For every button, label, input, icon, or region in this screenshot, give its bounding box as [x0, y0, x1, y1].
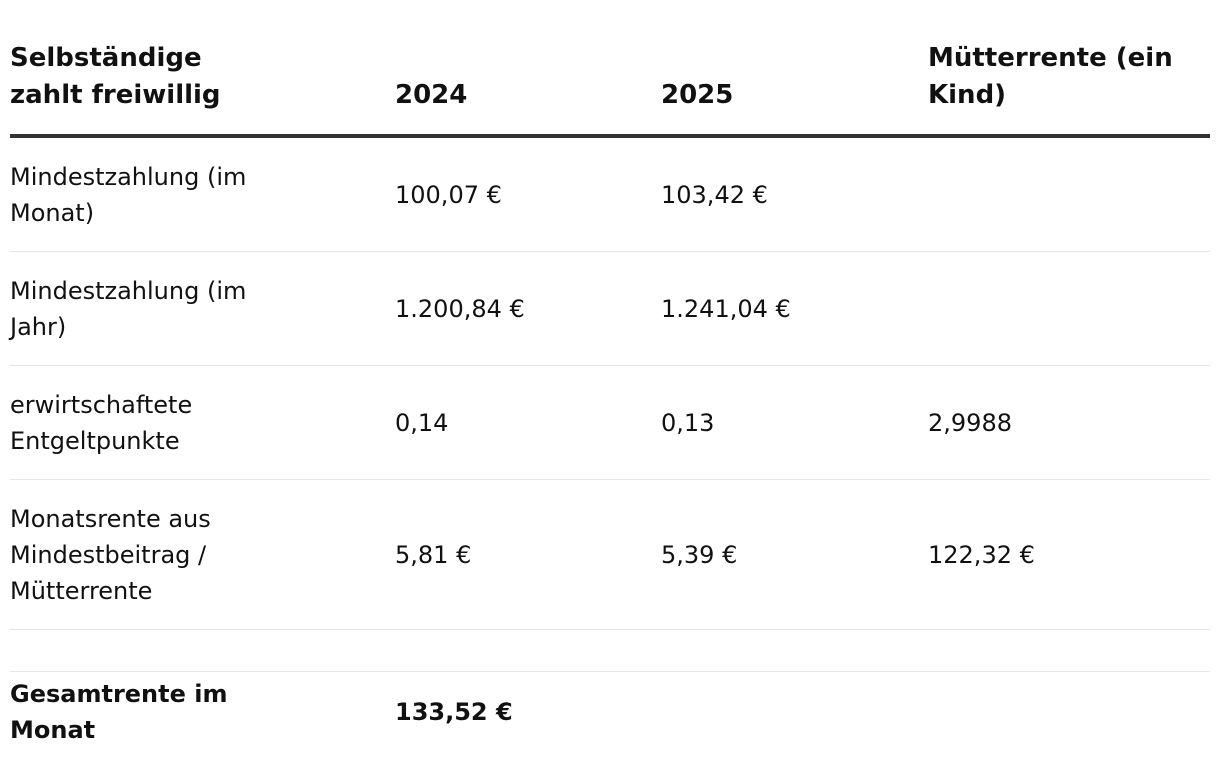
table-cell: 1.200,84 €	[395, 251, 661, 366]
spacer-cell	[928, 629, 1210, 672]
cell-text: 5,39 €	[661, 540, 738, 569]
spacer-cell	[661, 629, 928, 672]
header-cell: 2025	[661, 40, 928, 138]
table-cell	[928, 136, 1210, 252]
table-row: erwirtschaftete Entgeltpunkte 0,14 0,13 2,9…	[10, 365, 1210, 480]
table-cell: 100,07 €	[395, 136, 661, 252]
table-cell: erwirtschaftete Entgeltpunkte	[10, 365, 395, 480]
cell-text: erwirtschaftete Entgeltpunkte	[10, 390, 193, 455]
cell-text: 5,81 €	[395, 540, 472, 569]
cell-text: 0,14	[395, 408, 449, 437]
cell-text: Mütterrente (ein Kind)	[928, 43, 1173, 110]
cell-text: Selbständige zahlt freiwillig	[10, 43, 221, 110]
spacer-cell	[10, 629, 395, 672]
cell-text: 0,13	[661, 408, 715, 437]
pension-table: Selbständige zahlt freiwillig 2024 2025 Müt…	[10, 40, 1210, 752]
cell-text: 122,32 €	[928, 540, 1035, 569]
header-cell: Selbständige zahlt freiwillig	[10, 40, 395, 138]
table-row: Mindestzahlung (im Monat) 100,07 € 103,42 …	[10, 136, 1210, 252]
table-cell: Mindestzahlung (im Jahr)	[10, 251, 395, 366]
cell-text: 2025	[661, 80, 734, 110]
table-cell: 5,39 €	[661, 479, 928, 630]
header-row: Selbständige zahlt freiwillig 2024 2025 Müt…	[10, 40, 1210, 138]
cell-text: 103,42 €	[661, 180, 768, 209]
table-cell: 1.241,04 €	[661, 251, 928, 366]
cell-text: Mindestzahlung (im Jahr)	[10, 276, 247, 341]
table-cell: Monatsrente aus Mindestbeitrag / Mütterr…	[10, 479, 395, 630]
cell-text: 100,07 €	[395, 180, 502, 209]
table-cell: 2,9988	[928, 365, 1210, 480]
total-cell: Gesamtrente im Monat	[10, 672, 395, 753]
header-cell: 2024	[395, 40, 661, 138]
total-cell: 133,52 €	[395, 672, 661, 753]
cell-text: 1.200,84 €	[395, 294, 525, 323]
spacer-cell	[395, 629, 661, 672]
cell-text: Gesamtrente im Monat	[10, 680, 228, 744]
table-cell: 5,81 €	[395, 479, 661, 630]
table-cell: 0,13	[661, 365, 928, 480]
cell-text: Mindestzahlung (im Monat)	[10, 162, 247, 227]
spacer-row	[10, 629, 1210, 672]
total-row: Gesamtrente im Monat 133,52 €	[10, 672, 1210, 753]
cell-text: Monatsrente aus Mindestbeitrag / Mütterr…	[10, 504, 211, 605]
cell-text: 2024	[395, 80, 468, 110]
cell-text: 2,9988	[928, 408, 1012, 437]
cell-text: 133,52 €	[395, 698, 513, 726]
table-row: Monatsrente aus Mindestbeitrag / Mütterr…	[10, 479, 1210, 630]
table-body: Mindestzahlung (im Monat) 100,07 € 103,42 …	[10, 136, 1210, 752]
header-cell: Mütterrente (ein Kind)	[928, 40, 1210, 138]
table-cell: 0,14	[395, 365, 661, 480]
table-row: Mindestzahlung (im Jahr) 1.200,84 € 1.241,…	[10, 251, 1210, 366]
cell-text: 1.241,04 €	[661, 294, 791, 323]
table-cell: 103,42 €	[661, 136, 928, 252]
table-cell	[928, 251, 1210, 366]
table-cell: 122,32 €	[928, 479, 1210, 630]
table-cell: Mindestzahlung (im Monat)	[10, 136, 395, 252]
